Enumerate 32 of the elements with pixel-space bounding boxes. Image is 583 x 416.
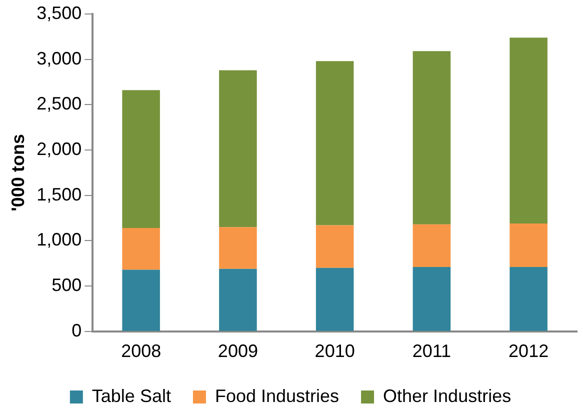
bar: [510, 267, 548, 331]
bar: [219, 268, 257, 331]
y-tick-label: 1,000: [36, 230, 82, 250]
bar: [412, 267, 451, 331]
bar: [316, 225, 354, 268]
y-tick-label: 0: [72, 320, 82, 340]
legend-label: Other Industries: [383, 386, 512, 406]
bar: [122, 270, 160, 331]
legend-label: Food Industries: [214, 386, 340, 406]
bar: [510, 223, 548, 268]
bar: [316, 61, 354, 226]
x-tick-label: 2010: [314, 341, 355, 362]
bar: [510, 38, 548, 224]
y-tick-label: 500: [52, 275, 82, 296]
bar: [412, 224, 451, 268]
x-tick-label: 2009: [218, 341, 258, 362]
bar: [219, 227, 257, 269]
bar: [122, 228, 160, 270]
y-tick-label: 2,500: [36, 94, 82, 114]
x-tick-label: 2012: [508, 341, 549, 362]
legend-label: Table Salt: [92, 386, 171, 406]
x-tick-label: 2011: [412, 341, 452, 362]
y-tick-label: 2,000: [36, 138, 82, 159]
y-axis-title: '000 tons: [8, 134, 28, 212]
bar: [122, 90, 160, 228]
y-tick-label: 1,500: [36, 184, 82, 204]
bar: [219, 70, 257, 228]
x-tick-label: 2008: [121, 341, 162, 362]
y-tick-label: 3,500: [36, 2, 82, 23]
bar: [412, 51, 451, 224]
bar: [316, 268, 354, 331]
y-tick-label: 3,000: [36, 48, 82, 68]
